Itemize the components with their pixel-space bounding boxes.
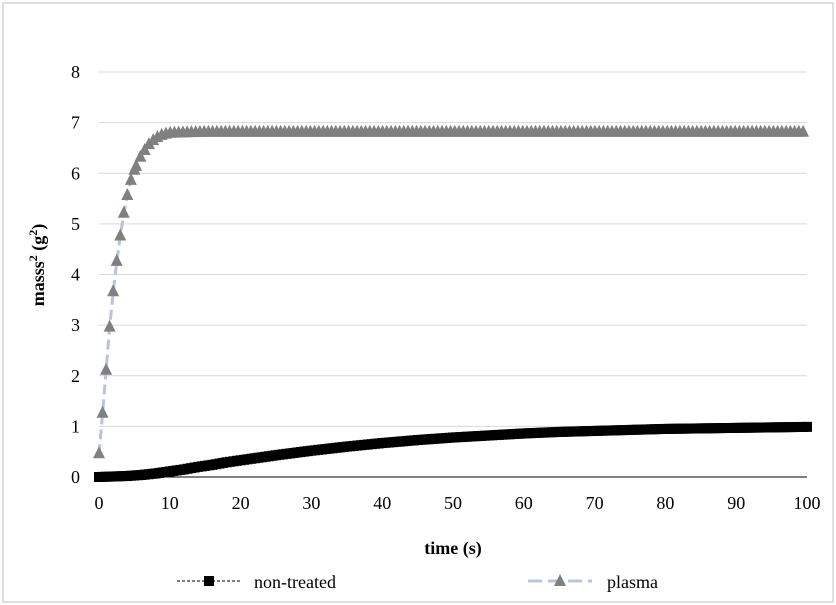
legend-item-non-treated: non-treated [177,572,336,592]
series-plasma [93,124,810,459]
y-tick-label: 4 [71,265,80,285]
legend-item-plasma: plasma [528,572,658,592]
x-tick-label: 0 [95,493,104,513]
point-plasma [110,253,123,266]
point-plasma [130,158,143,171]
point-plasma [100,362,113,375]
point-plasma [124,172,137,185]
x-tick-labels: 0 10 20 30 40 50 60 70 80 90 100 [95,493,821,513]
y-tick-label: 5 [71,214,80,234]
point-plasma [134,149,147,162]
x-tick-label: 90 [727,493,745,513]
y-tick-label: 8 [71,62,80,82]
legend: non-treated plasma [177,572,658,592]
y-tick-labels: 0 1 2 3 4 5 6 7 8 [71,62,80,487]
y-tick-label: 0 [71,467,80,487]
x-tick-label: 70 [586,493,604,513]
x-tick-label: 50 [444,493,462,513]
legend-marker-square [204,576,214,586]
point-plasma [93,446,105,459]
x-tick-label: 10 [161,493,179,513]
x-tick-label: 20 [232,493,250,513]
point-plasma [797,124,810,137]
y-tick-label: 3 [71,315,80,335]
x-tick-label: 40 [373,493,391,513]
x-tick-label: 60 [515,493,533,513]
point-plasma [121,188,134,201]
x-tick-label: 30 [302,493,320,513]
point-plasma [114,228,127,241]
point-plasma [107,284,120,297]
legend-label-non-treated: non-treated [254,572,336,592]
gridlines [99,71,807,427]
y-tick-label: 1 [71,416,80,436]
x-axis-title: time (s) [424,538,481,559]
legend-marker-triangle [554,574,566,586]
y-tick-label: 7 [71,113,80,133]
point-non-treated [802,421,812,432]
series-layer [93,124,812,482]
x-tick-label: 100 [794,493,821,513]
y-axis-title: masss2 (g2) [26,224,49,307]
x-tick-label: 80 [656,493,674,513]
series-non-treated [94,421,812,482]
y-tick-label: 6 [71,163,80,183]
point-plasma [96,405,109,418]
y-tick-label: 2 [71,366,80,386]
point-plasma [103,319,116,332]
point-plasma [117,205,130,218]
legend-label-plasma: plasma [607,572,658,592]
